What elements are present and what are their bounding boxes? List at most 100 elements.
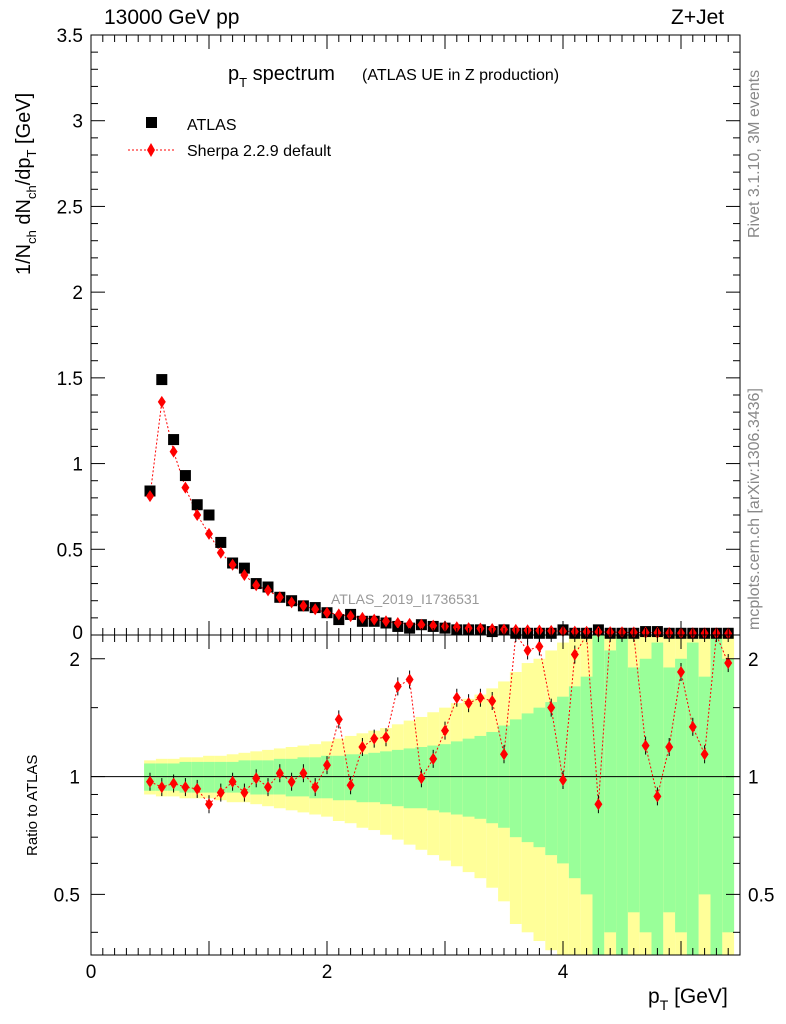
band-inner xyxy=(639,658,652,933)
band-inner xyxy=(155,763,168,791)
atlas-point xyxy=(203,509,215,521)
mc-point xyxy=(157,395,166,408)
y-tick-label: 1 xyxy=(72,455,83,476)
ratio-point xyxy=(405,673,414,686)
ratio-point xyxy=(346,779,355,792)
band-inner xyxy=(568,686,581,879)
mc-point xyxy=(382,615,390,628)
band-inner xyxy=(509,719,522,838)
ratio-point xyxy=(464,697,473,710)
legend-mc-label: Sherpa 2.2.9 default xyxy=(187,143,332,160)
ratio-point xyxy=(370,732,379,745)
band-inner xyxy=(616,635,628,955)
ratio-point xyxy=(677,666,685,679)
atlas-point xyxy=(191,499,203,511)
band-inner xyxy=(214,761,227,793)
ratio-point xyxy=(570,648,579,661)
ratio-y-label: Ratio to ATLAS xyxy=(24,755,41,856)
ratio-point xyxy=(311,781,320,794)
mc-point xyxy=(146,490,154,503)
band-inner xyxy=(592,635,605,955)
x-tick-label: 0 xyxy=(86,962,97,983)
band-inner xyxy=(309,757,322,799)
ratio-point xyxy=(264,781,272,794)
axis-ticks: 0 2 4 0 0.5 1 1.5 2 2.5 3 3.5 0.5 0.5 1 1 2 2 xyxy=(54,26,775,983)
header-right: Z+Jet xyxy=(671,6,725,29)
mc-point xyxy=(405,617,414,630)
mc-point xyxy=(311,603,320,616)
y-tick-label: 3.5 xyxy=(57,26,83,47)
band-inner xyxy=(722,658,735,933)
band-inner xyxy=(686,642,699,955)
ratio-frame xyxy=(90,634,741,956)
y-tick-label: 2.5 xyxy=(57,197,83,218)
mc-point xyxy=(169,445,178,458)
ratio-point xyxy=(523,644,532,657)
band-inner xyxy=(604,650,617,933)
mc-point xyxy=(287,596,296,609)
y-tick-label: 1.5 xyxy=(57,369,83,390)
ratio-point xyxy=(417,772,426,785)
ratio-point xyxy=(287,775,296,788)
band-inner xyxy=(521,713,534,843)
ratio-point xyxy=(193,782,202,795)
band-inner xyxy=(332,755,345,801)
mc-point xyxy=(240,569,249,581)
band-inner xyxy=(474,735,487,819)
ratio-point xyxy=(547,701,556,714)
ratio-tick-label-right: 1 xyxy=(748,768,759,789)
ratio-point xyxy=(216,786,225,799)
ratio-point xyxy=(500,748,508,761)
ratio-tick-label-right: 0.5 xyxy=(748,885,774,906)
x-tick-label: 2 xyxy=(322,962,333,983)
mc-point xyxy=(429,619,438,632)
ratio-point xyxy=(169,777,178,790)
band-inner xyxy=(262,760,274,795)
ratio-tick-label-right: 2 xyxy=(748,650,759,671)
ratio-point xyxy=(323,759,331,772)
mc-point xyxy=(216,546,225,559)
ratio-point xyxy=(724,657,733,670)
ratio-point xyxy=(228,775,237,788)
ratio-point xyxy=(382,731,390,744)
band-inner xyxy=(663,667,676,913)
ratio-point xyxy=(393,680,402,693)
mc-point xyxy=(299,599,308,612)
band-inner xyxy=(427,745,440,811)
mc-point xyxy=(346,610,355,623)
ratio-point xyxy=(358,741,367,753)
mc-point xyxy=(370,613,379,626)
ratio-point xyxy=(488,694,497,707)
band-inner xyxy=(580,676,593,895)
mc-point xyxy=(334,608,343,621)
ratio-point xyxy=(665,741,674,753)
ratio-point xyxy=(594,798,603,811)
atlas-point xyxy=(168,434,180,446)
ratio-point xyxy=(700,748,709,761)
mc-point xyxy=(181,481,190,494)
ratio-point xyxy=(653,790,662,803)
mc-point xyxy=(228,558,237,571)
mc-point xyxy=(193,509,202,521)
band-inner xyxy=(191,761,204,793)
atlas-point xyxy=(156,374,168,386)
plot-subtitle: (ATLAS UE in Z production) xyxy=(362,67,559,84)
ratio-point xyxy=(452,691,461,704)
band-inner xyxy=(356,754,369,803)
band-inner xyxy=(391,749,404,807)
ratio-tick-label-left: 1 xyxy=(69,768,80,789)
ratio-point xyxy=(240,786,249,799)
band-inner xyxy=(486,731,499,824)
y-axis-label: 1/Nch dNch/dpT [GeV] xyxy=(13,93,39,275)
band-inner xyxy=(203,761,215,793)
band-inner xyxy=(698,676,711,895)
band-inner xyxy=(403,748,416,809)
ratio-point xyxy=(334,713,343,726)
mc-point xyxy=(323,606,331,619)
mc-point xyxy=(393,617,402,629)
x-axis-label: pT [GeV] xyxy=(648,985,728,1013)
band-inner xyxy=(380,751,392,805)
band-inner xyxy=(545,702,558,856)
ratio-point xyxy=(181,781,190,794)
